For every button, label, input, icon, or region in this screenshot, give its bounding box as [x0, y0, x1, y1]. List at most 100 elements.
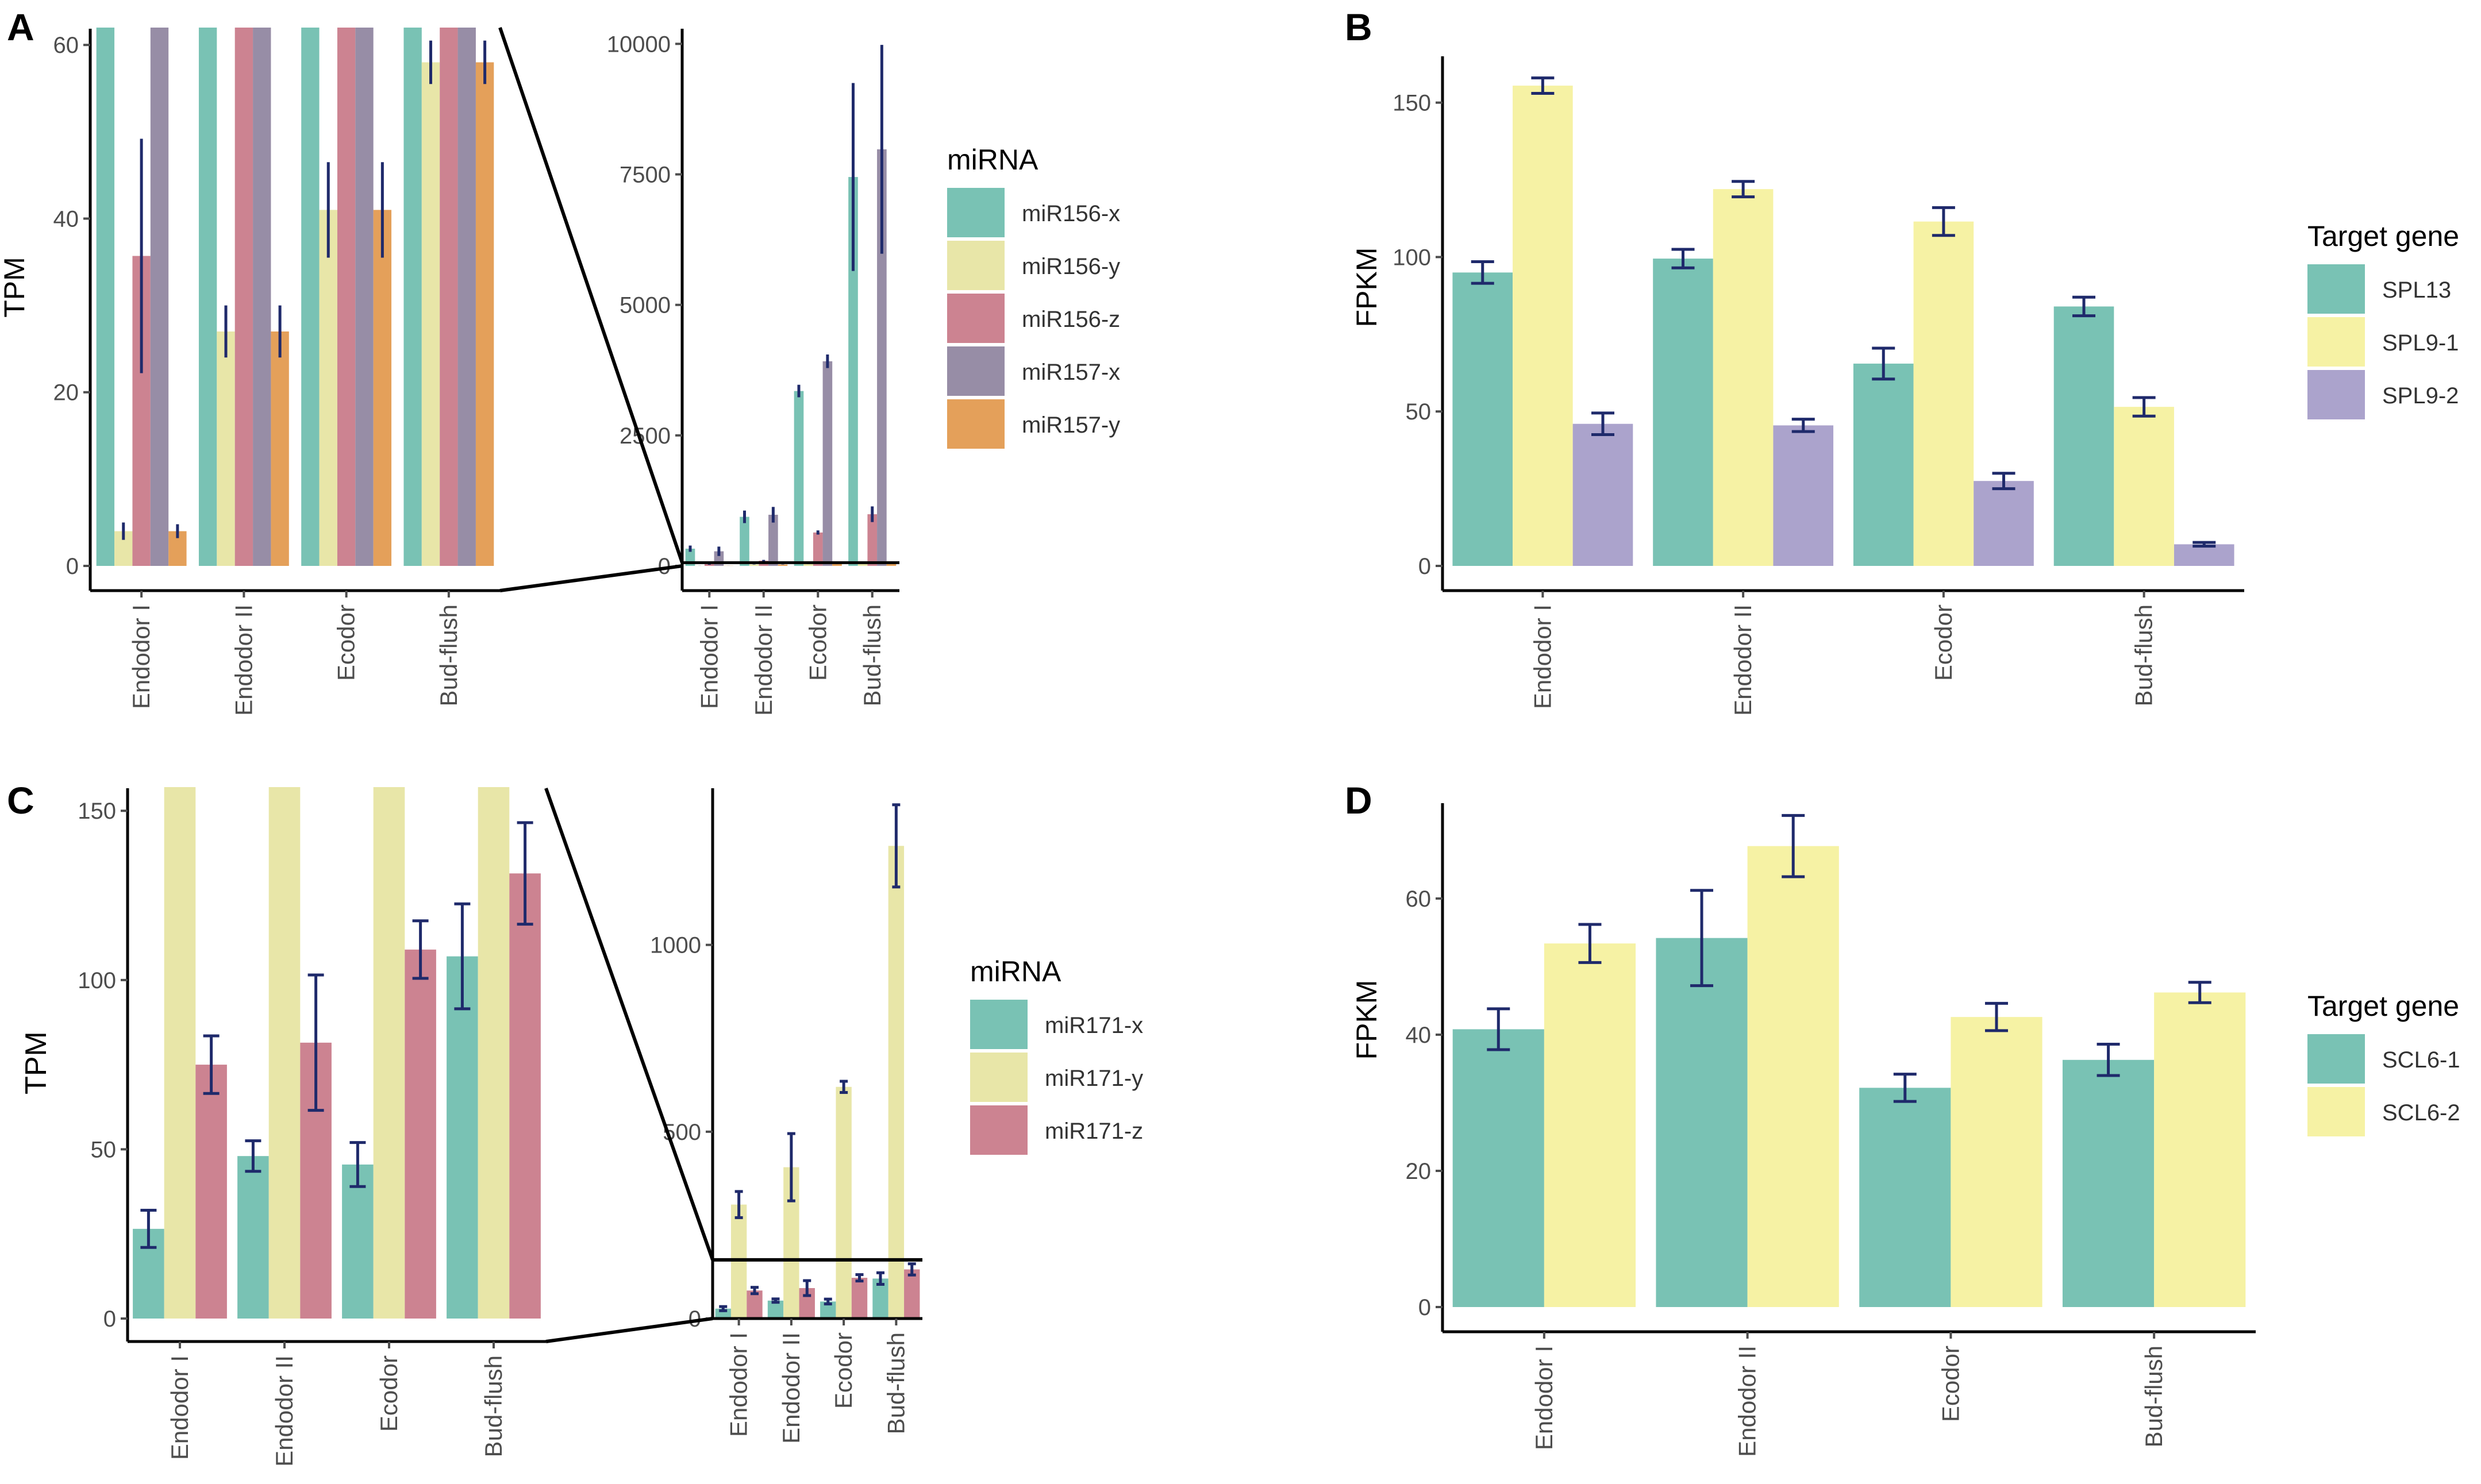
a-zoom-bar-mir156-y-bud-flush [421, 62, 440, 566]
a-zoom-bar-mir156-x-bud-flush [403, 28, 422, 566]
c-zoom-x-tick-label-bud-flush: Bud-flush [480, 1355, 507, 1457]
b-x-tick-label-endodor-ii: Endodor II [1729, 604, 1756, 716]
b-bar-spl9-2-ecodor [1974, 481, 2034, 566]
b-bar-spl9-1-bud-flush [2114, 407, 2174, 566]
b-x-tick-label-bud-flush: Bud-flush [2130, 604, 2157, 706]
c-full-x-tick-label-bud-flush: Bud-flush [882, 1332, 909, 1434]
d-y-tick-label-60: 60 [1406, 886, 1432, 912]
c-legend-title: miRNA [970, 955, 1061, 988]
d-plot-area [1452, 814, 2246, 1307]
b-y-tick-label-50: 50 [1406, 399, 1432, 425]
c-zoom-x-tick-label-endodor-i: Endodor I [166, 1355, 193, 1460]
a-full-bar-mir156-z-endodor-i [704, 564, 714, 566]
a-full-y-tick-label-7500: 7500 [620, 163, 671, 188]
c-zoom-y-tick-label-0: 0 [103, 1306, 116, 1332]
c-zoom-bar-mir171-z-endodor-i [195, 1065, 227, 1319]
c-legend-swatch-mir171-y [970, 1053, 1028, 1102]
a-zoom-y-tick-label-0: 0 [66, 554, 79, 579]
a-zoom-plot-area [96, 28, 494, 566]
b-y-tick-label-100: 100 [1393, 245, 1431, 270]
a-full-bar-mir157-x-bud-flush [877, 149, 887, 566]
d-bar-scl6-1-endodor-i [1452, 1029, 1544, 1307]
a-full-y-tick-label-10000: 10000 [607, 32, 671, 57]
d-bar-scl6-1-endodor-ii [1656, 938, 1748, 1307]
a-zoom-bar-mir156-z-bud-flush [440, 28, 458, 566]
a-zoom-y-axis-title: TPM [0, 257, 30, 318]
c-zoom-bar-mir171-z-ecodor [405, 949, 436, 1319]
panel-label-c: C [7, 779, 34, 822]
b-bar-spl9-1-endodor-ii [1713, 189, 1774, 566]
b-bar-spl9-2-endodor-i [1572, 423, 1633, 566]
a-legend-title: miRNA [947, 144, 1038, 176]
a-legend-label-mir157-x: miR157-x [1022, 360, 1120, 385]
c-full-x-tick-label-endodor-ii: Endodor II [778, 1332, 805, 1444]
c-full-y-tick-label-1000: 1000 [650, 933, 701, 958]
c-zoom-y-axis-title: TPM [20, 1031, 53, 1094]
a-full-y-tick-label-0: 0 [658, 554, 671, 579]
a-zoom-bar-mir157-y-endodor-ii [271, 331, 289, 566]
d-bar-scl6-2-endodor-i [1544, 943, 1636, 1307]
b-plot-area [1452, 76, 2234, 566]
b-legend-label-spl9-1: SPL9-1 [2382, 330, 2459, 356]
a-zoom-bar-mir157-y-ecodor [373, 210, 392, 566]
d-y-tick-label-40: 40 [1406, 1023, 1432, 1048]
a-zoom-bar-mir156-x-ecodor [301, 28, 320, 566]
a-full-bar-mir156-y-endodor-ii [749, 564, 759, 566]
c-zoom-bar-mir171-y-ecodor [373, 787, 405, 1319]
c-zoom-plot-area [133, 787, 541, 1319]
a-legend-label-mir156-z: miR156-z [1022, 307, 1120, 332]
a-zoom-x-tick-label-ecodor: Ecodor [333, 604, 360, 681]
a-legend-swatch-mir156-z [947, 294, 1005, 343]
b-legend-swatch-spl9-2 [2307, 370, 2365, 419]
c-zoom-x-tick-label-ecodor: Ecodor [375, 1355, 402, 1432]
b-legend-title: Target gene [2307, 220, 2459, 252]
panel-a-miR156-miR157-chart: 0 20 40 60 Endodor I Endodor II Ecodor Bud-flus… [0, 27, 1120, 716]
c-full-x-tick-label-ecodor: Ecodor [830, 1332, 857, 1409]
panel-c-miR171-chart: 0 50 100 150 Endodor I Endodor II Ecodor Bud-fl… [20, 787, 1143, 1467]
d-legend-swatch-scl6-2 [2307, 1087, 2365, 1136]
d-legend-label-scl6-2: SCL6-2 [2382, 1100, 2460, 1125]
b-legend-swatch-spl13 [2307, 264, 2365, 314]
b-bar-spl9-1-endodor-i [1513, 86, 1573, 566]
b-legend-label-spl9-2: SPL9-2 [2382, 383, 2459, 408]
d-bar-scl6-2-bud-flush [2154, 992, 2246, 1307]
a-zoom-x-tick-label-endodor-ii: Endodor II [230, 604, 257, 716]
d-y-tick-label-20: 20 [1406, 1159, 1432, 1184]
a-full-bar-mir157-x-endodor-ii [768, 514, 778, 566]
a-legend-swatch-mir156-x [947, 188, 1005, 237]
c-legend-label-mir171-z: miR171-z [1045, 1119, 1143, 1144]
d-bar-scl6-1-ecodor [1859, 1088, 1951, 1307]
c-zoom-y-tick-label-100: 100 [78, 968, 116, 993]
c-zoom-bar-mir171-z-bud-flush [509, 873, 541, 1319]
a-zoom-bar-mir157-x-endodor-ii [253, 28, 271, 566]
a-full-y-tick-label-2500: 2500 [620, 423, 671, 449]
a-zoom-bar-mir156-x-endodor-i [96, 28, 115, 566]
b-legend-label-spl13: SPL13 [2382, 277, 2451, 303]
a-legend-label-mir157-y: miR157-y [1022, 413, 1120, 438]
c-legend-swatch-mir171-x [970, 1000, 1028, 1049]
c-zoom-x-tick-label-endodor-ii: Endodor II [271, 1355, 298, 1467]
c-full-y-tick-label-0: 0 [688, 1306, 701, 1332]
a-legend-label-mir156-x: miR156-x [1022, 201, 1120, 226]
b-y-axis-title: FPKM [1351, 248, 1383, 327]
a-full-bar-mir156-z-ecodor [813, 532, 823, 566]
a-full-bar-mir156-x-endodor-ii [740, 516, 749, 566]
c-zoom-connector-bottom [545, 1317, 713, 1343]
a-full-y-tick-label-5000: 5000 [620, 293, 671, 318]
c-zoom-bar-mir171-y-bud-flush [478, 787, 510, 1319]
d-bar-scl6-2-endodor-ii [1747, 846, 1839, 1307]
b-bar-spl9-2-bud-flush [2174, 544, 2234, 566]
a-full-x-tick-label-bud-flush: Bud-flush [859, 604, 886, 706]
b-bar-spl13-endodor-ii [1653, 259, 1713, 566]
d-bar-scl6-2-ecodor [1951, 1017, 2043, 1307]
c-zoom-connector-top [544, 788, 714, 1261]
b-x-tick-label-ecodor: Ecodor [1930, 604, 1957, 681]
a-zoom-bar-mir156-y-endodor-ii [217, 331, 235, 566]
b-bar-spl13-ecodor [1853, 363, 1914, 566]
a-zoom-bar-mir156-y-ecodor [319, 210, 337, 566]
b-legend-swatch-spl9-1 [2307, 317, 2365, 367]
d-legend-label-scl6-1: SCL6-1 [2382, 1047, 2460, 1073]
a-zoom-bar-mir157-y-bud-flush [475, 62, 494, 566]
a-full-x-tick-label-endodor-i: Endodor I [695, 604, 722, 709]
